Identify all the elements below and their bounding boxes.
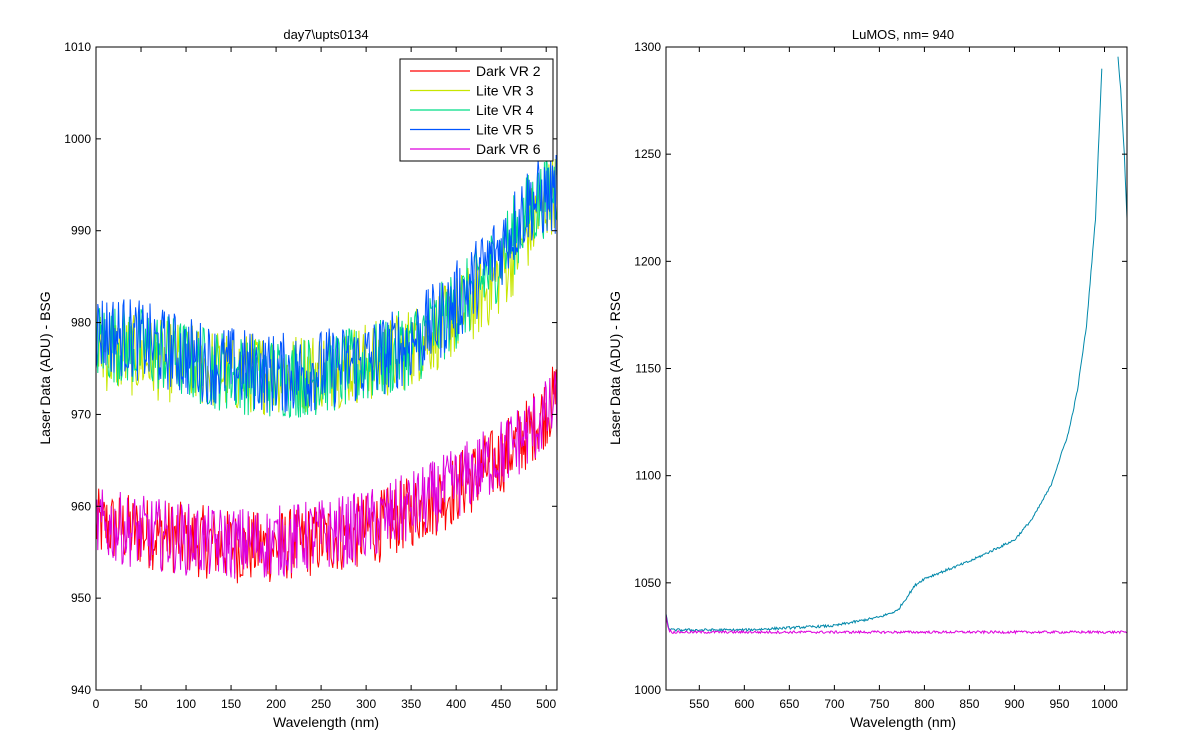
- axes-box: [95, 46, 558, 691]
- y-tick-label: 970: [71, 407, 91, 421]
- legend: Dark VR 2 Lite VR 3 Lite VR 4 Lite VR 5 Dark…: [399, 58, 554, 162]
- legend-label: Lite VR 5: [476, 122, 534, 138]
- y-tick-label: 960: [71, 499, 91, 513]
- x-tick-label: 550: [689, 697, 709, 711]
- x-tick-label: 150: [221, 697, 241, 711]
- chart-right-plot-area: 550 600 650 700 750 800 850 900 950 1000 1000 1050 1…: [634, 40, 1128, 711]
- x-tick-label: 300: [356, 697, 376, 711]
- chart-right-ylabel: Laser Data (ADU) - RSG: [607, 291, 623, 445]
- x-tick-label: 750: [869, 697, 889, 711]
- legend-label: Dark VR 2: [476, 63, 541, 79]
- chart-left-xlabel: Wavelength (nm): [273, 714, 379, 730]
- series-line-lite-vr-5: [96, 154, 557, 413]
- x-tick-label: 800: [914, 697, 934, 711]
- x-tick-label: 0: [93, 697, 100, 711]
- chart-left: day7\upts0134 0 50 100 150 200 250 300 350 400 45…: [37, 27, 558, 730]
- chart-right: LuMOS, nm= 940 550 600 650 700 750 800 850 900 9…: [607, 27, 1128, 730]
- y-tick-label: 950: [71, 591, 91, 605]
- axes-box: [665, 46, 1128, 691]
- chart-right-title: LuMOS, nm= 940: [852, 27, 954, 42]
- y-tick-label: 1200: [634, 254, 661, 268]
- x-tick-label: 500: [536, 697, 556, 711]
- series-line-dark-vr-6: [96, 371, 557, 579]
- x-tick-label: 700: [824, 697, 844, 711]
- y-tick-label: 1250: [634, 147, 661, 161]
- y-tick-label: 1150: [635, 362, 661, 376]
- y-tick-label: 980: [71, 316, 91, 330]
- x-tick-label: 100: [176, 697, 196, 711]
- x-tick-label: 950: [1049, 697, 1069, 711]
- y-tick-label: 1000: [634, 683, 661, 697]
- x-tick-label: 350: [401, 697, 421, 711]
- x-tick-label: 400: [446, 697, 466, 711]
- x-tick-label: 850: [959, 697, 979, 711]
- x-tick-label: 450: [491, 697, 511, 711]
- x-tick-label: 900: [1004, 697, 1024, 711]
- chart-left-ylabel: Laser Data (ADU) - BSG: [37, 291, 53, 444]
- y-tick-label: 990: [71, 224, 91, 238]
- legend-label: Lite VR 3: [476, 83, 534, 99]
- x-tick-label: 200: [266, 697, 286, 711]
- series-group: [96, 154, 557, 584]
- y-tick-label: 940: [71, 683, 91, 697]
- legend-label: Lite VR 4: [476, 102, 534, 118]
- x-tick-label: 650: [779, 697, 799, 711]
- series-line-1: [666, 56, 1127, 633]
- chart-right-xlabel: Wavelength (nm): [850, 714, 956, 730]
- series-line-lite-vr-4: [96, 155, 557, 419]
- x-tick-label: 1000: [1091, 697, 1118, 711]
- legend-label: Dark VR 6: [476, 141, 541, 157]
- y-tick-label: 1050: [634, 576, 661, 590]
- y-tick-label: 1300: [634, 40, 661, 54]
- x-tick-label: 600: [734, 697, 754, 711]
- y-tick-label: 1010: [64, 40, 91, 54]
- chart-left-plot-area: 0 50 100 150 200 250 300 350 400 450 500 940 950 960 9…: [64, 40, 558, 711]
- y-tick-label: 1000: [64, 132, 91, 146]
- series-line-2: [666, 614, 1127, 635]
- x-tick-label: 50: [134, 697, 148, 711]
- series-group: [666, 56, 1127, 635]
- x-tick-label: 250: [311, 697, 331, 711]
- y-tick-label: 1100: [635, 469, 661, 483]
- chart-left-title: day7\upts0134: [283, 27, 368, 42]
